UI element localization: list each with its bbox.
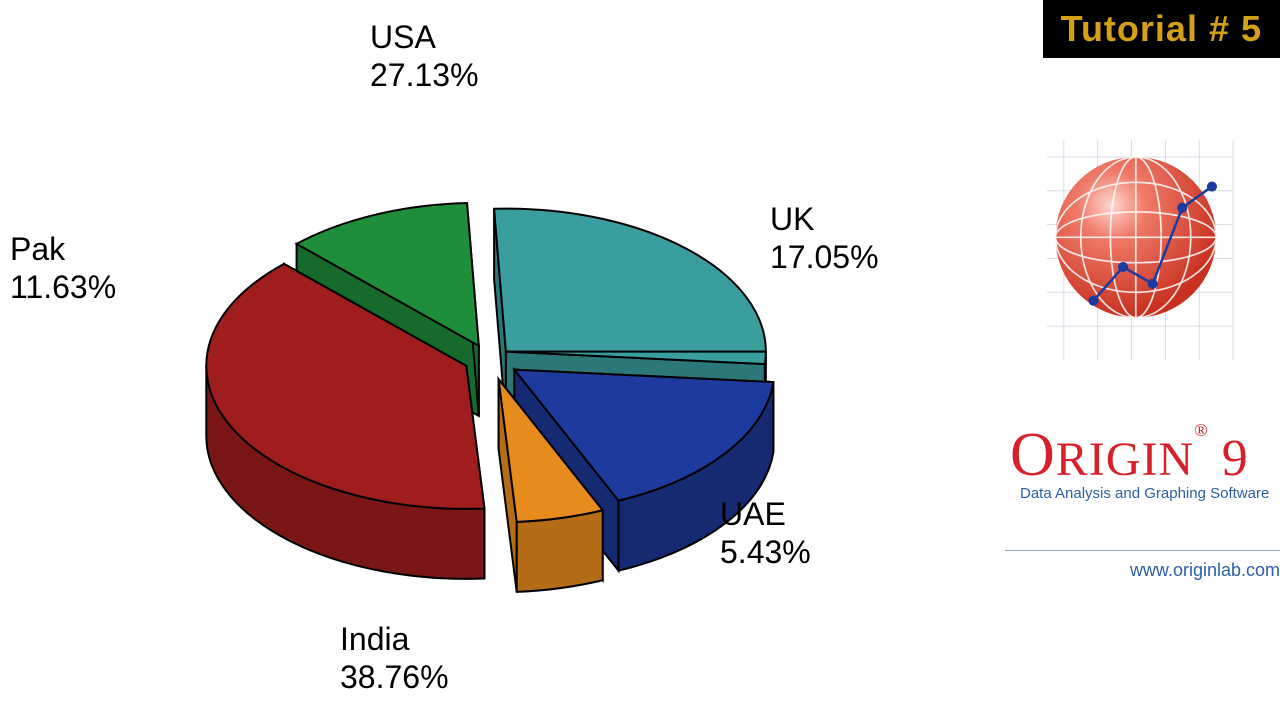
pie-chart-3d: India38.76% Pak11.63% USA27.13% UK17.05%… xyxy=(0,0,1000,720)
pie-slice-wall xyxy=(517,510,603,592)
origin-logo-rest: RIGIN xyxy=(1056,433,1194,486)
origin-tagline: Data Analysis and Graphing Software xyxy=(1020,485,1269,502)
logo-divider xyxy=(1005,550,1280,551)
registered-mark: ® xyxy=(1194,420,1209,440)
slice-label-pak: Pak11.63% xyxy=(10,230,116,307)
origin-version: 9 xyxy=(1222,430,1249,487)
pie-chart-svg xyxy=(0,0,1000,720)
slice-label-india: India38.76% xyxy=(340,620,449,697)
origin-logo-text: ORIGIN® 9 xyxy=(1010,420,1280,491)
origin-logo-o: O xyxy=(1010,421,1056,489)
origin-branding: ORIGIN® 9 Data Analysis and Graphing Sof… xyxy=(1000,110,1280,670)
tutorial-badge: Tutorial # 5 xyxy=(1043,0,1280,58)
pie-slice-top xyxy=(494,209,766,352)
origin-url: www.originlab.com xyxy=(1130,560,1280,581)
slice-label-uk: UK17.05% xyxy=(770,200,879,277)
origin-logo-icon xyxy=(1030,140,1250,360)
slice-label-usa: USA27.13% xyxy=(370,18,479,95)
slice-label-uae: UAE5.43% xyxy=(720,495,811,572)
